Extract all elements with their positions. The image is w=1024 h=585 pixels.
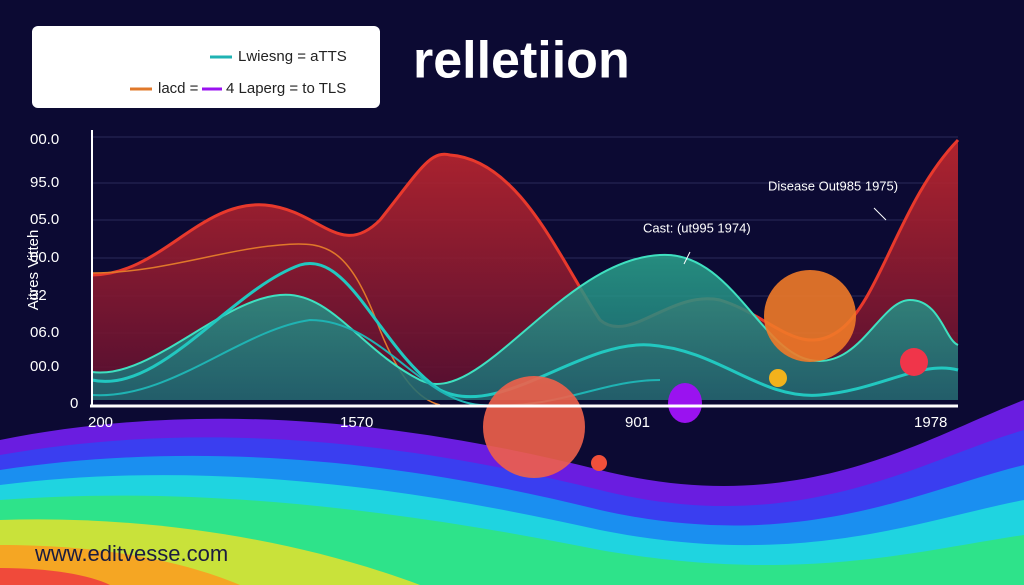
bubble — [769, 369, 787, 387]
legend — [32, 26, 380, 108]
y-tick-label: 00.0 — [30, 249, 59, 266]
y-tick-label: 00.0 — [30, 358, 59, 375]
x-tick-label: 1570 — [340, 414, 373, 431]
y-tick-label: 05.0 — [30, 211, 59, 228]
legend-label: lacd = — [158, 80, 199, 97]
teal-line — [91, 253, 959, 385]
watermark: www.editvesse.com — [34, 541, 228, 566]
annotation-arrow — [873, 207, 887, 221]
title: relletiion — [413, 32, 630, 90]
bubble — [900, 348, 928, 376]
x-tick-label: 901 — [625, 414, 650, 431]
bubble — [764, 270, 856, 362]
y-tick-label: 95.0 — [30, 174, 59, 191]
legend-label: 4 Laperg = to TLS — [226, 80, 346, 97]
x-tick-label: 200 — [88, 414, 113, 431]
y-axis-label: Aitres Vitteh — [25, 230, 42, 311]
annotation-arrow — [683, 251, 691, 265]
wave — [0, 568, 110, 585]
bubble — [483, 376, 585, 478]
bubble — [591, 455, 607, 471]
teal-area — [92, 254, 958, 400]
y-tick-label: 0 — [70, 395, 78, 412]
x-tick-label: 1978 — [914, 414, 947, 431]
y-tick-label: 32 — [30, 287, 47, 304]
bubble — [668, 383, 702, 423]
y-tick-label: 00.0 — [30, 131, 59, 148]
annotation: Cast: (ut995 1974) — [643, 220, 751, 235]
y-tick-label: 06.0 — [30, 324, 59, 341]
legend-label: Lwiesng = aTTS — [238, 48, 347, 65]
annotation: Disease Out985 1975) — [768, 178, 898, 193]
